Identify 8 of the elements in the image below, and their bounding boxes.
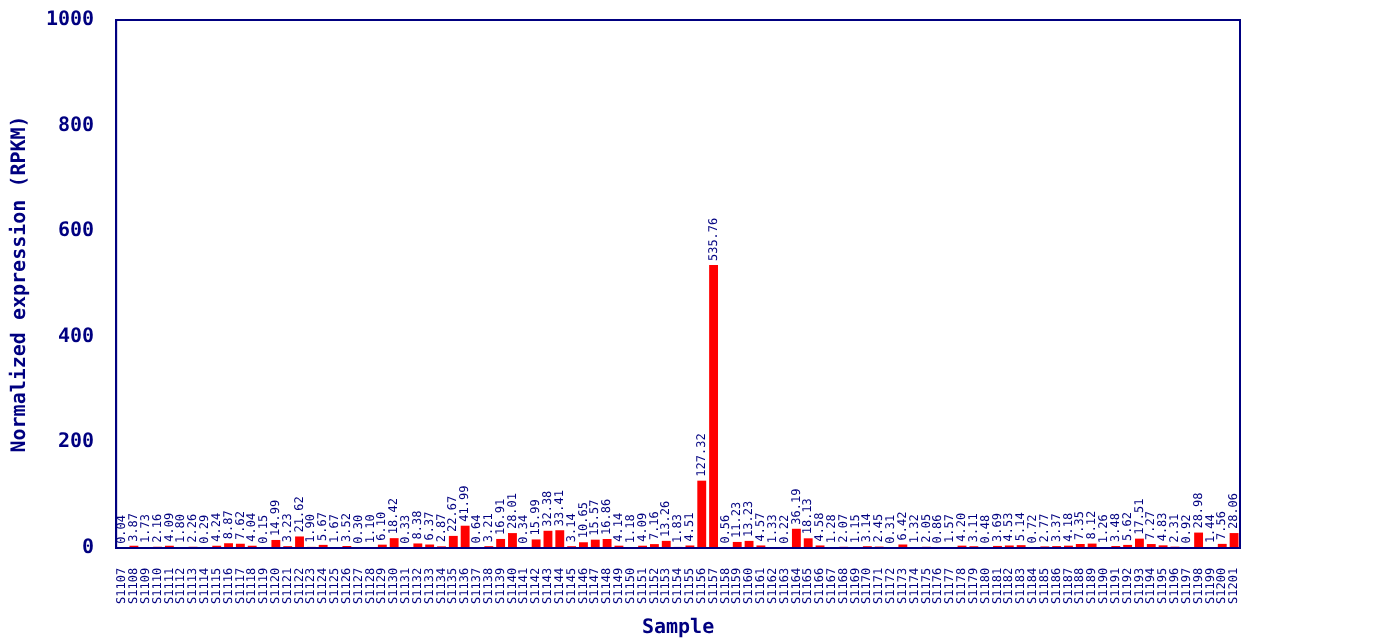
y-tick-label: 0 xyxy=(82,537,95,560)
y-axis-title: Normalized expression (RPKM) xyxy=(7,115,32,453)
y-tick-label: 200 xyxy=(58,431,95,454)
y-tick-label: 1000 xyxy=(45,9,95,32)
y-tick-label: 400 xyxy=(58,325,95,348)
y-tick-label: 600 xyxy=(58,220,95,243)
x-axis-title: Sample xyxy=(641,617,715,640)
y-tick-label: 800 xyxy=(58,114,95,137)
